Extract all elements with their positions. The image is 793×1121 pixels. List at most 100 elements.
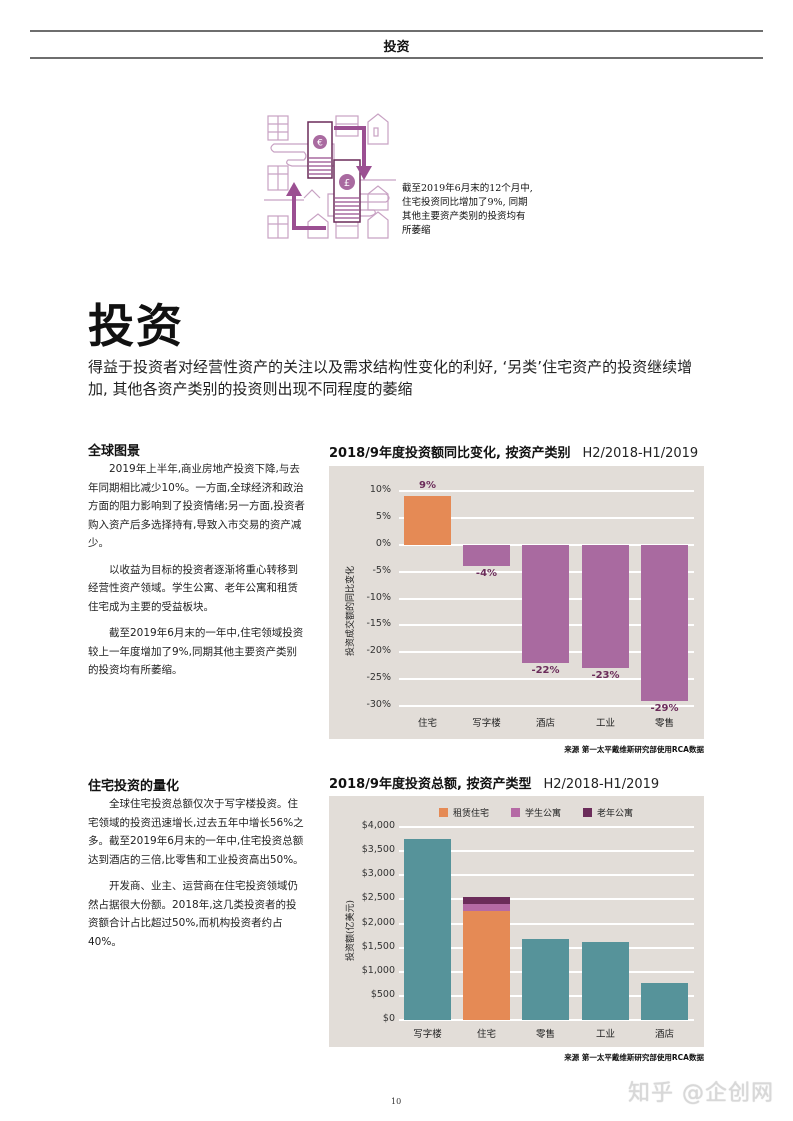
chart-volume-ylabel: 投资额(亿美元): [346, 899, 356, 961]
chart-volume-title: 2018/9年度投资总额, 按资产类型 H2/2018-H1/2019: [329, 773, 659, 792]
chart-volume-period: H2/2018-H1/2019: [543, 777, 660, 792]
page-title: 投资: [88, 299, 184, 353]
x-category-label: 酒店: [654, 1029, 674, 1040]
y-tick-label: $1,500: [361, 940, 395, 952]
legend-label: 老年公寓: [597, 809, 634, 819]
legend-swatch-icon: [511, 808, 521, 817]
y-tick-label: 10%: [369, 484, 391, 495]
section-body-global-picture: 2019年上半年,商业房地产投资下降,与去年同期相比减少10%。一方面,全球经济…: [88, 460, 306, 688]
svg-text:£: £: [344, 178, 350, 189]
legend-item-rental: 租赁住宅: [439, 806, 489, 819]
section-heading-global-picture: 全球图景: [88, 444, 141, 459]
chart-yoy-source: 来源 第一太平戴维斯研究部使用RCA数据: [564, 745, 704, 754]
chart-volume-panel: 租赁住宅 学生公寓 老年公寓 投资额(亿美元) $4,000 $3,500 $3,0…: [329, 796, 704, 1047]
y-tick-label: -15%: [366, 618, 391, 630]
callout-line: 住宅投资同比增加了9%, 同期: [402, 197, 528, 208]
y-tick-label: $2,000: [361, 916, 395, 928]
bar-酒店-总额: [641, 983, 688, 1020]
bar-住宅-租赁住宅: [463, 911, 510, 1020]
x-category-label: 零售: [654, 718, 674, 729]
callout-line: 其他主要资产类别的投资均有: [402, 211, 526, 222]
body-paragraph: 全球住宅投资总额仅次于写字楼投资。住宅领域的投资迅速增长,过去五年中增长56%之…: [88, 798, 304, 866]
header-rule-top: [30, 30, 763, 32]
legend-item-senior: 老年公寓: [583, 806, 633, 819]
gridline: [399, 874, 694, 877]
x-category-label: 住宅: [476, 1029, 496, 1040]
y-tick-label: -10%: [366, 591, 391, 603]
body-paragraph: 2019年上半年,商业房地产投资下降,与去年同期相比减少10%。一方面,全球经济…: [88, 463, 305, 549]
y-tick-label: -30%: [366, 699, 391, 710]
y-tick-label: -20%: [366, 645, 391, 657]
gridline: [399, 490, 694, 492]
x-category-label: 工业: [595, 718, 615, 729]
svg-text:€: €: [317, 139, 323, 149]
chart-volume-source: 来源 第一太平戴维斯研究部使用RCA数据: [564, 1053, 704, 1062]
x-category-label: 酒店: [535, 718, 555, 729]
y-tick-label: $500: [370, 988, 395, 1000]
gridline: [399, 516, 694, 519]
chart-yoy-panel: 投资成交额的同比变化 10% 5% 0% -5% -10% -15% -20% -25% -30…: [329, 466, 704, 739]
callout-line: 截至2019年6月末的12个月中,: [402, 183, 533, 194]
x-category-label: 写字楼: [472, 718, 501, 729]
body-paragraph: 以收益为目标的投资者逐渐将重心转移到经营性资产领域。学生公寓、老年公寓和租赁住宅…: [88, 563, 298, 613]
y-tick-label: $3,000: [361, 868, 395, 880]
bar-工业: [582, 544, 629, 669]
gridline: [399, 922, 694, 925]
y-tick-label: $1,000: [361, 964, 395, 976]
legend-label: 租赁住宅: [453, 809, 490, 819]
y-tick-label: $4,000: [361, 820, 395, 831]
bar-酒店: [522, 544, 569, 663]
bar-value-label: -4%: [475, 568, 498, 580]
gridline: [399, 898, 694, 901]
y-tick-label: $2,500: [361, 892, 395, 904]
bar-零售: [641, 544, 688, 701]
bar-value-label: -23%: [591, 670, 620, 682]
y-tick-label: 5%: [375, 510, 391, 522]
header-rule-bottom: [30, 57, 763, 59]
chart-yoy-period: H2/2018-H1/2019: [582, 446, 699, 461]
chart-yoy-title-text: 2018/9年度投资额同比变化, 按资产类别: [329, 446, 571, 461]
section-heading-residential-quantified: 住宅投资的量化: [88, 779, 180, 794]
callout-line: 所萎缩: [402, 225, 431, 236]
x-category-label: 工业: [595, 1029, 615, 1040]
money-exchange-illustration-icon: € £: [264, 110, 396, 242]
bar-零售-总额: [522, 939, 569, 1020]
y-tick-label: -25%: [366, 672, 391, 684]
bar-住宅: [404, 496, 451, 545]
lead-paragraph: 得益于投资者对经营性资产的关注以及需求结构性变化的利好, ‘另类’住宅资产的投资…: [88, 358, 693, 398]
y-tick-label: -5%: [372, 564, 392, 576]
body-paragraph: 开发商、业主、运营商在住宅投资领域仍然占据很大份额。2018年,这几类投资者的投…: [88, 880, 298, 948]
y-tick-label: 0%: [375, 537, 391, 549]
legend-label: 学生公寓: [525, 809, 562, 819]
gridline: [399, 826, 694, 828]
section-body-residential-quantified: 全球住宅投资总额仅次于写字楼投资。住宅领域的投资迅速增长,过去五年中增长56%之…: [88, 795, 306, 959]
gridline: [399, 678, 694, 681]
x-category-label: 零售: [535, 1029, 555, 1040]
x-category-label: 写字楼: [413, 1029, 442, 1040]
bar-value-label: 9%: [419, 480, 436, 492]
page-number: 10: [391, 1097, 402, 1106]
bar-工业-总额: [582, 941, 629, 1020]
bar-写字楼: [463, 544, 510, 567]
illustration-callout: 截至2019年6月末的12个月中, 住宅投资同比增加了9%, 同期 其他主要资产…: [402, 182, 542, 238]
chart-yoy-ylabel: 投资成交额的同比变化: [346, 565, 356, 656]
bar-写字楼-总额: [404, 839, 451, 1020]
legend-swatch-icon: [583, 808, 593, 817]
y-tick-label: $0: [382, 1013, 395, 1024]
legend-swatch-icon: [439, 808, 448, 817]
x-category-label: 住宅: [417, 718, 437, 729]
chart-volume-legend: 租赁住宅 学生公寓 老年公寓: [439, 806, 633, 819]
gridline: [399, 705, 694, 707]
y-tick-label: $3,500: [361, 844, 395, 856]
gridline: [399, 1019, 694, 1021]
running-header-title: 投资: [383, 40, 410, 55]
bar-value-label: -29%: [650, 702, 679, 714]
bar-value-label: -22%: [531, 665, 560, 676]
gridline: [399, 850, 694, 853]
watermark: 知乎 @企创网: [628, 1081, 774, 1106]
bar-住宅-学生公寓: [463, 904, 510, 912]
chart-yoy-title: 2018/9年度投资额同比变化, 按资产类别 H2/2018-H1/2019: [329, 442, 698, 461]
body-paragraph: 截至2019年6月末的一年中,住宅领域投资较上一年度增加了9%,同期其他主要资产…: [88, 627, 304, 676]
legend-item-student: 学生公寓: [511, 806, 561, 819]
chart-volume-title-text: 2018/9年度投资总额, 按资产类型: [329, 777, 532, 792]
